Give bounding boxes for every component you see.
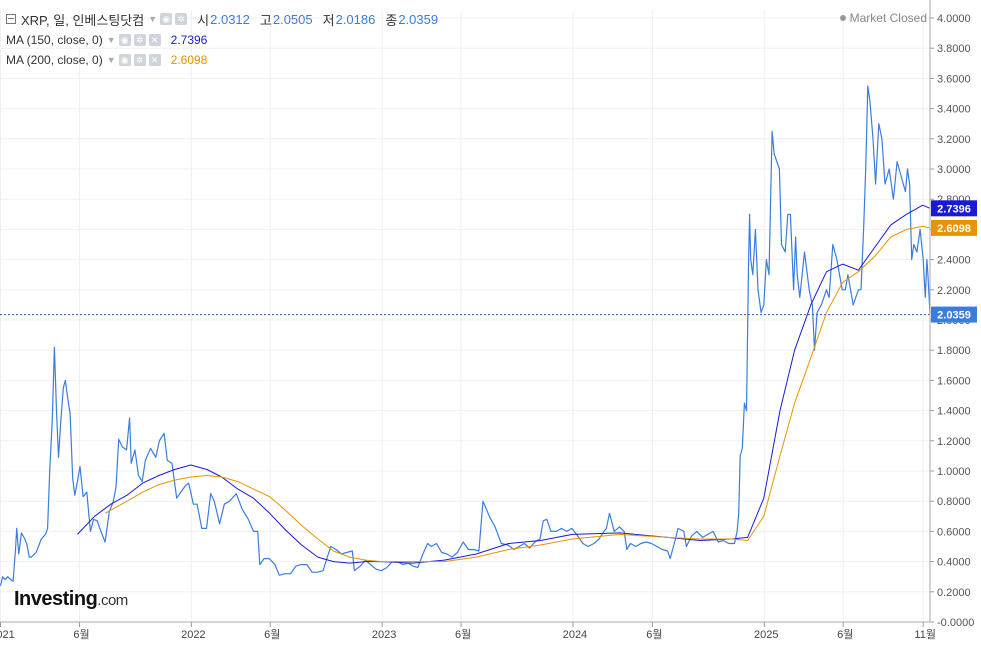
low-label: 저: [322, 12, 335, 28]
ma200-label: MA (200, close, 0): [6, 53, 103, 67]
y-tick-label: 1.4000: [937, 406, 971, 418]
instrument-row: XRP, 일, 인베스팅닷컴 ▼ ◉ ✲ 시 2.0312 고 2.0505 저 2.…: [6, 8, 438, 30]
x-tick-label: 6월: [73, 628, 89, 641]
price-tag: 2.0359: [937, 310, 971, 322]
chevron-down-icon[interactable]: ▼: [106, 55, 116, 65]
y-tick-label: 3.6000: [937, 73, 971, 85]
ma200-row: MA (200, close, 0) ▼ ◉ ✲ ✕ 2.6098: [6, 50, 438, 70]
y-tick-label: 1.0000: [937, 466, 971, 478]
x-tick-label: 6월: [455, 628, 471, 641]
y-tick-label: 3.8000: [937, 43, 971, 55]
high-label: 고: [259, 12, 272, 28]
high-value: 2.0505: [272, 11, 313, 27]
y-tick-label: 4.0000: [937, 13, 971, 25]
ma150-line: [77, 204, 931, 564]
close-value: 2.0359: [398, 11, 439, 27]
y-tick-label: 0.6000: [937, 526, 971, 538]
chevron-down-icon[interactable]: ▼: [148, 14, 158, 24]
investing-logo: Investing.com: [14, 588, 128, 610]
close-label: 종: [385, 12, 398, 28]
price-line: [0, 85, 931, 586]
x-tick-label: 2021: [0, 629, 15, 641]
low-value: 2.0186: [335, 11, 376, 27]
x-tick-label: 2024: [563, 629, 587, 641]
gear-icon[interactable]: ✲: [133, 54, 146, 66]
y-tick-label: 0.8000: [937, 496, 971, 508]
ma200-line: [104, 225, 931, 563]
ma200-tag-bg: [931, 219, 977, 236]
market-status: Market Closed: [839, 11, 927, 25]
eye-icon[interactable]: ◉: [118, 34, 131, 46]
grid: [0, 10, 930, 623]
y-tick-label: 0.2000: [937, 587, 971, 599]
series-layer: [0, 85, 931, 586]
x-tick-label: 2025: [754, 629, 778, 641]
status-dot-icon: [839, 15, 846, 21]
eye-icon[interactable]: ◉: [118, 54, 131, 66]
ma200-value: 2.6098: [170, 53, 208, 67]
y-tick-label: 1.6000: [937, 375, 971, 387]
x-tick-label: 6월: [837, 628, 853, 641]
gear-icon[interactable]: ✲: [133, 34, 146, 46]
ma150-value: 2.7396: [170, 33, 208, 47]
y-tick-label: -0.0000: [937, 617, 974, 629]
y-tick-label: 3.4000: [937, 104, 971, 116]
value-tags: 2.7396 2.6098 2.0359: [931, 200, 977, 323]
y-tick-label: 1.8000: [937, 345, 971, 357]
x-tick-label: 2023: [372, 629, 396, 641]
ma150-row: MA (150, close, 0) ▼ ◉ ✲ ✕ 2.7396: [6, 30, 438, 50]
ma150-label: MA (150, close, 0): [6, 33, 103, 47]
x-tick-label: 2022: [181, 629, 205, 641]
y-tick-label: 0.4000: [937, 557, 971, 569]
y-tick-label: 3.0000: [937, 164, 971, 176]
x-tick-label: 11월: [914, 628, 936, 641]
gear-icon[interactable]: ✲: [175, 13, 188, 25]
y-tick-label: 2.4000: [937, 255, 971, 267]
price-tag-bg: [931, 306, 977, 323]
y-tick-label: 1.2000: [937, 436, 971, 448]
eye-icon[interactable]: ◉: [160, 13, 173, 25]
ma200-tag: 2.6098: [937, 223, 971, 235]
close-icon[interactable]: ✕: [148, 34, 161, 46]
collapse-icon[interactable]: [6, 14, 16, 24]
instrument-title: XRP, 일, 인베스팅닷컴: [21, 12, 145, 28]
y-tick-label: 3.2000: [937, 134, 971, 146]
ma150-tag-bg: [931, 200, 977, 217]
x-tick-label: 6월: [264, 628, 280, 641]
open-label: 시: [197, 12, 210, 28]
chart-legend: XRP, 일, 인베스팅닷컴 ▼ ◉ ✲ 시 2.0312 고 2.0505 저 2.…: [6, 8, 438, 70]
x-tick-label: 6월: [646, 628, 662, 641]
ma150-tag: 2.7396: [937, 203, 971, 215]
y-tick-label: 2.2000: [937, 285, 971, 297]
open-value: 2.0312: [210, 11, 250, 27]
close-icon[interactable]: ✕: [148, 54, 161, 66]
chevron-down-icon[interactable]: ▼: [106, 35, 116, 45]
